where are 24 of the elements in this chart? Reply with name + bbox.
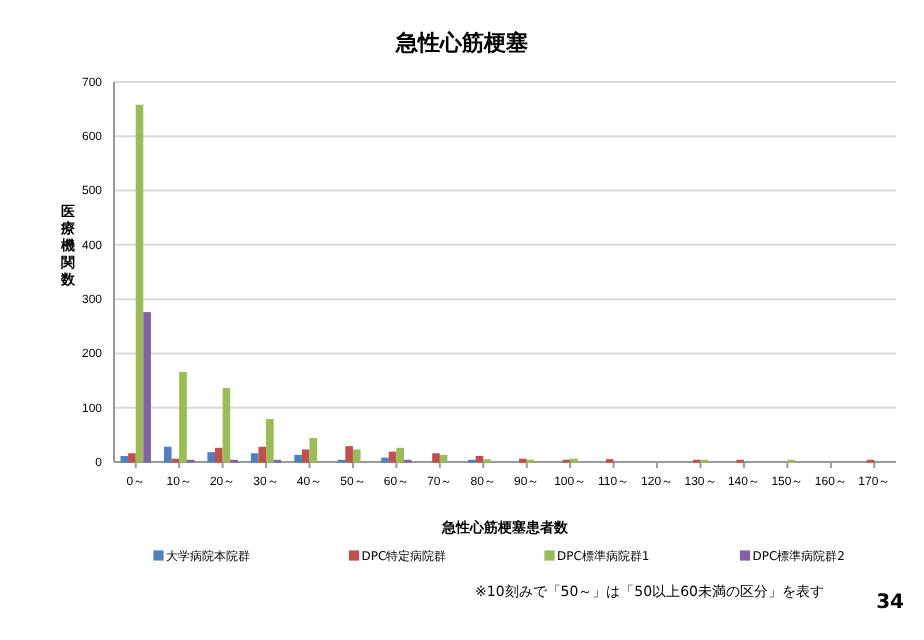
bar [179,371,187,463]
chart-title: 急性心筋梗塞 [394,30,528,56]
bar [266,419,274,463]
bar [258,446,267,463]
bar [432,453,440,463]
bar [120,455,129,463]
bar [143,312,151,463]
bar [294,454,302,463]
bar [163,446,172,463]
bar [207,452,216,463]
bar [128,453,136,463]
bar [345,446,353,463]
bar [250,453,259,463]
bar [222,388,231,463]
bar [352,449,361,463]
bar [215,447,223,463]
bar [475,455,484,463]
bar [301,449,310,463]
bar [309,438,318,463]
bar [439,454,448,463]
bar [135,104,144,463]
text: 34 [876,592,905,614]
bar [388,451,397,463]
bar [396,447,404,463]
